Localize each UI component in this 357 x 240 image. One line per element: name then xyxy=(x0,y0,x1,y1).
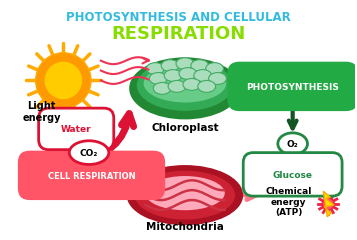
Ellipse shape xyxy=(128,167,242,224)
Text: PHOTOSYNTHESIS AND CELLULAR: PHOTOSYNTHESIS AND CELLULAR xyxy=(66,11,290,24)
Text: RESPIRATION: RESPIRATION xyxy=(111,25,245,43)
Ellipse shape xyxy=(168,80,186,92)
FancyBboxPatch shape xyxy=(227,62,357,111)
Ellipse shape xyxy=(146,63,164,75)
Text: CELL RESPIRATION: CELL RESPIRATION xyxy=(48,172,135,181)
Text: Chemical
energy
(ATP): Chemical energy (ATP) xyxy=(266,187,312,217)
Ellipse shape xyxy=(179,68,197,79)
Ellipse shape xyxy=(208,72,226,84)
Ellipse shape xyxy=(161,60,179,72)
Ellipse shape xyxy=(131,59,239,118)
Ellipse shape xyxy=(194,70,212,81)
Ellipse shape xyxy=(322,198,334,210)
Ellipse shape xyxy=(137,61,232,110)
Ellipse shape xyxy=(45,62,82,99)
Text: PHOTOSYNTHESIS: PHOTOSYNTHESIS xyxy=(246,83,339,92)
Text: CO₂: CO₂ xyxy=(80,149,98,158)
Ellipse shape xyxy=(143,64,227,103)
Ellipse shape xyxy=(144,175,226,211)
Text: Water: Water xyxy=(61,125,91,134)
Text: Light
energy: Light energy xyxy=(22,101,61,123)
Ellipse shape xyxy=(136,171,234,219)
Ellipse shape xyxy=(69,141,109,164)
Ellipse shape xyxy=(198,80,216,92)
Text: Glucose: Glucose xyxy=(273,171,313,180)
Ellipse shape xyxy=(149,72,167,84)
Text: O₂: O₂ xyxy=(287,140,298,149)
FancyBboxPatch shape xyxy=(39,108,114,150)
Ellipse shape xyxy=(176,58,194,70)
Ellipse shape xyxy=(153,82,171,94)
Ellipse shape xyxy=(206,63,223,75)
Ellipse shape xyxy=(164,70,182,81)
FancyBboxPatch shape xyxy=(18,151,165,200)
FancyBboxPatch shape xyxy=(243,153,342,196)
Ellipse shape xyxy=(191,60,208,72)
Ellipse shape xyxy=(36,53,91,108)
Polygon shape xyxy=(323,191,334,217)
Text: Mitochondria: Mitochondria xyxy=(146,222,224,232)
Ellipse shape xyxy=(278,133,307,155)
Ellipse shape xyxy=(183,78,201,90)
Text: Chloroplast: Chloroplast xyxy=(151,123,219,133)
